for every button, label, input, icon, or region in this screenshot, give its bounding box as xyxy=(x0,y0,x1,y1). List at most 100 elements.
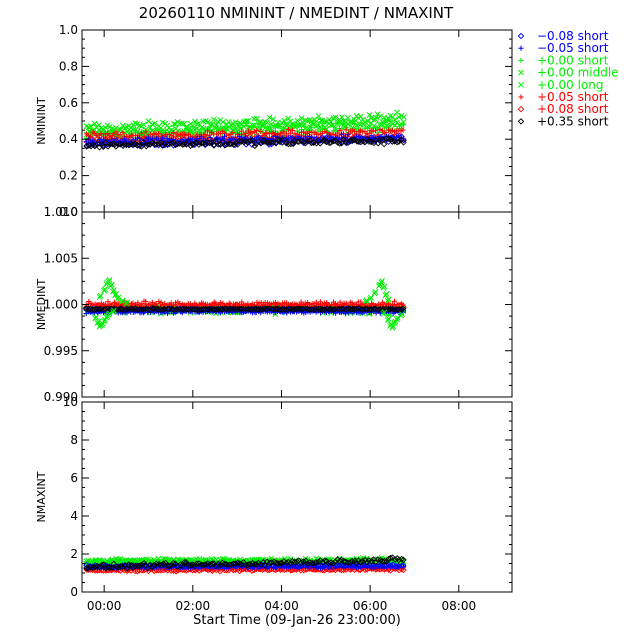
data-point xyxy=(315,558,322,565)
data-point xyxy=(381,566,388,573)
data-point xyxy=(138,305,145,313)
data-point xyxy=(170,306,177,313)
transient-point xyxy=(108,281,115,288)
data-point xyxy=(221,133,228,139)
data-point xyxy=(128,561,135,569)
data-point xyxy=(261,562,268,569)
data-point xyxy=(248,567,256,574)
transient-point xyxy=(97,292,104,299)
data-point xyxy=(140,138,147,146)
transient-point xyxy=(110,287,117,294)
data-point xyxy=(400,122,407,128)
data-point xyxy=(230,306,237,313)
data-point xyxy=(144,141,152,148)
data-point xyxy=(251,142,259,150)
legend-marker xyxy=(517,105,525,113)
data-point xyxy=(176,120,183,127)
data-point xyxy=(353,137,361,145)
data-point xyxy=(337,127,343,134)
data-point xyxy=(293,558,301,565)
data-point xyxy=(398,562,405,570)
data-point xyxy=(304,138,312,145)
data-point xyxy=(96,564,103,571)
data-point xyxy=(306,306,313,314)
data-point xyxy=(146,140,154,148)
data-point xyxy=(264,300,271,306)
data-point xyxy=(221,140,229,148)
data-point xyxy=(98,561,105,569)
data-point xyxy=(130,141,137,148)
data-point xyxy=(387,562,394,569)
data-point xyxy=(240,123,247,130)
data-point xyxy=(309,124,315,130)
data-point xyxy=(387,554,394,562)
data-point xyxy=(236,567,243,575)
y-tick-label: 1.0 xyxy=(59,23,78,37)
data-point xyxy=(328,122,335,129)
data-point xyxy=(329,563,337,571)
data-point xyxy=(153,141,160,148)
data-point xyxy=(209,305,216,313)
data-point xyxy=(278,559,285,567)
data-point xyxy=(340,558,348,565)
data-point xyxy=(115,141,122,148)
data-point xyxy=(298,137,305,145)
data-point xyxy=(204,128,211,134)
data-point xyxy=(134,562,142,569)
data-point xyxy=(254,127,260,134)
data-point xyxy=(362,305,369,313)
y-tick-label: 1.010 xyxy=(44,205,78,219)
data-point xyxy=(308,302,315,310)
legend-label: +0.35 short xyxy=(537,114,609,128)
data-point xyxy=(138,130,145,136)
data-point xyxy=(391,298,398,304)
data-point xyxy=(302,305,310,312)
data-point xyxy=(109,140,116,148)
data-point xyxy=(349,119,356,126)
transient-point xyxy=(93,314,100,320)
data-point xyxy=(325,563,333,570)
data-point xyxy=(331,306,339,313)
data-point xyxy=(238,561,245,568)
data-point xyxy=(377,113,384,120)
data-point xyxy=(395,556,403,564)
data-point xyxy=(132,120,139,127)
data-point xyxy=(170,559,177,567)
data-point xyxy=(395,138,403,145)
transient-point xyxy=(363,297,370,304)
data-point xyxy=(346,559,354,566)
data-point xyxy=(285,126,292,133)
data-point xyxy=(184,306,192,313)
data-point xyxy=(113,129,119,135)
legend-label: −0.08 short xyxy=(537,29,609,43)
data-point xyxy=(178,562,186,570)
legend-marker xyxy=(518,69,524,76)
data-point xyxy=(326,306,333,313)
data-point xyxy=(345,114,351,121)
x-tick-label: 00:00 xyxy=(87,599,122,613)
data-point xyxy=(140,306,147,313)
data-point xyxy=(98,131,104,137)
data-point xyxy=(321,302,328,309)
y-tick-label: 10 xyxy=(63,395,78,409)
transient-point xyxy=(394,314,401,321)
data-point xyxy=(187,142,194,150)
data-point xyxy=(383,558,390,565)
data-point xyxy=(225,140,233,148)
data-point xyxy=(289,127,296,133)
data-point xyxy=(283,559,290,567)
transient-point xyxy=(399,311,406,318)
data-point xyxy=(200,305,207,313)
x-axis: 00:00 02:00 04:00 06:00 08:00 xyxy=(87,599,476,613)
data-point xyxy=(204,119,211,125)
data-point xyxy=(359,138,367,145)
transient-point xyxy=(383,290,390,297)
data-point xyxy=(168,305,176,313)
data-point xyxy=(389,138,396,145)
data-point xyxy=(357,566,364,574)
data-point xyxy=(357,558,364,566)
data-point xyxy=(117,126,124,133)
data-point xyxy=(339,131,345,137)
data-point xyxy=(221,560,228,568)
data-point xyxy=(251,115,258,122)
